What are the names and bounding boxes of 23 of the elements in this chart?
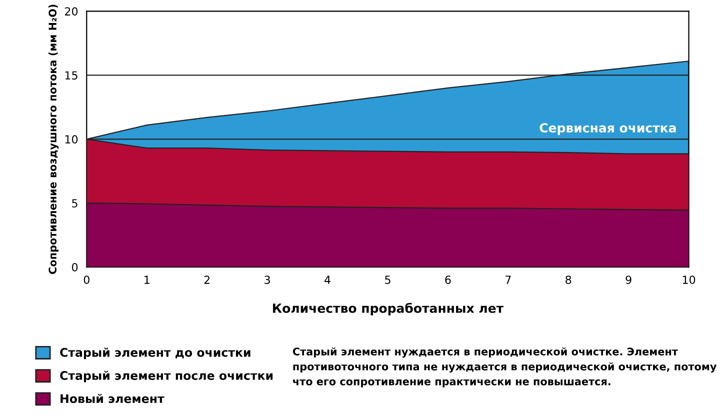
x-axis-title: Количество проработанных лет xyxy=(273,302,504,316)
legend-label: Новый элемент xyxy=(60,394,164,404)
y-axis-title: Сопротивление воздушного потока (мм H₂O) xyxy=(48,4,59,274)
x-tick-label: 3 xyxy=(264,276,270,284)
x-tick-label: 8 xyxy=(566,276,572,284)
x-tick-label: 1 xyxy=(144,276,150,284)
annotation: Сервисная очистка xyxy=(540,123,676,135)
x-tick-label: 4 xyxy=(324,276,330,284)
x-tick-label: 2 xyxy=(204,276,210,284)
x-tick-label: 7 xyxy=(506,276,511,284)
y-tick-label: 5 xyxy=(72,199,78,208)
y-tick-label: 0 xyxy=(72,263,78,272)
text: Старый элемент нуждается в периодической очистке. Элемент противоточного типа не нуждается в периодической очистке, потому что его сопротивление практически не повышается. xyxy=(292,347,717,388)
y-tick-label: 10 xyxy=(65,135,78,144)
legend-label: Старый элемент до очистки xyxy=(60,348,250,360)
x-tick-label: 0 xyxy=(84,276,90,284)
x-tick-label: 10 xyxy=(682,276,696,284)
y-tick-label: 15 xyxy=(65,71,78,80)
legend-label: Старый элемент после очистки xyxy=(60,370,273,382)
x-tick-label: 6 xyxy=(445,276,451,284)
x-tick-label: 9 xyxy=(626,276,632,284)
x-tick-label: 5 xyxy=(385,276,390,284)
y-tick-label: 20 xyxy=(64,7,78,16)
